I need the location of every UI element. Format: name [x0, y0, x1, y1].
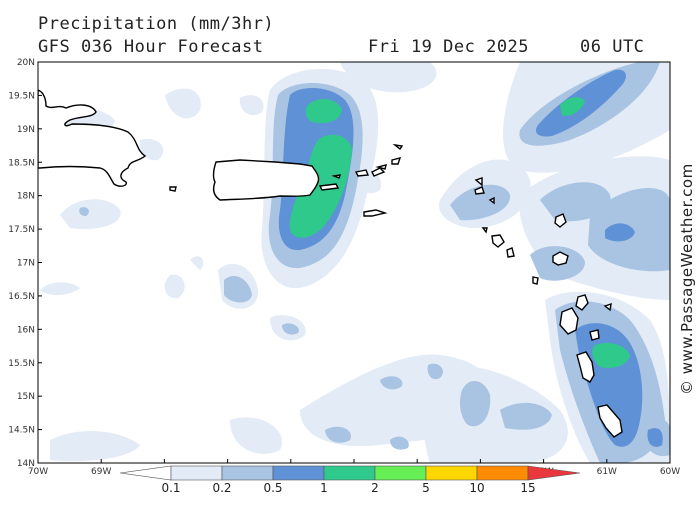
martinique-coast [597, 404, 623, 438]
valid-time: 06 UTC [580, 37, 645, 57]
legend-label: 0.1 [161, 481, 180, 495]
lat-tick-label: 16N [17, 325, 35, 335]
legend-swatch [221, 465, 274, 481]
lon-tick-label: 60W [660, 467, 680, 477]
legend-swatch [476, 465, 529, 481]
precipitation-field [38, 62, 670, 463]
lat-tick-label: 19.5N [8, 91, 35, 101]
lat-tick-label: 15.5N [8, 359, 35, 369]
lat-tick-label: 18.5N [8, 158, 35, 168]
lat-tick-label: 16.5N [8, 292, 35, 302]
watermark: © www.PassageWeather.com [678, 163, 696, 395]
guadeloupe-coast [575, 294, 589, 311]
legend-swatch [425, 465, 478, 481]
puerto-rico-coast [212, 159, 320, 201]
precipitation-legend: 0.1 0.2 0.5 1 2 5 10 15 [119, 465, 581, 495]
legend-label: 0.5 [263, 481, 282, 495]
coastlines [38, 89, 623, 438]
lon-tick-label: 70W [28, 467, 48, 477]
legend-label: 2 [371, 481, 379, 495]
legend-swatch [374, 465, 427, 481]
forecast-model-label: GFS 036 Hour Forecast [38, 37, 264, 57]
legend-label: 1 [320, 481, 328, 495]
legend-swatch [272, 465, 325, 481]
legend-swatch [170, 465, 223, 481]
legend-label: 5 [422, 481, 430, 495]
dominica-coast [576, 351, 595, 383]
hispaniola-coast [38, 89, 147, 187]
lat-tick-label: 15N [17, 392, 35, 402]
valid-date: Fri 19 Dec 2025 [368, 37, 530, 57]
lat-tick-label: 14.5N [8, 426, 35, 436]
legend-label: 10 [469, 481, 484, 495]
lat-tick-label: 19N [17, 125, 35, 135]
legend-arrow-low [119, 465, 172, 481]
legend-arrow-high [527, 465, 581, 481]
lat-tick-label: 18N [17, 192, 35, 202]
lat-tick-label: 17N [17, 259, 35, 269]
lat-tick-label: 17.5N [8, 225, 35, 235]
lon-tick-label: 69W [91, 467, 111, 477]
lon-tick-label: 61W [597, 467, 617, 477]
legend-label: 0.2 [212, 481, 231, 495]
latitude-axis: 20N 19.5N 19N 18.5N 18N 17.5N 17N 16.5N 16N 15.5N… [8, 58, 42, 469]
legend-swatch [323, 465, 376, 481]
lat-tick-label: 20N [17, 58, 35, 68]
lat-tick-label: 14N [17, 459, 35, 469]
map-title: Precipitation (mm/3hr) [38, 14, 275, 34]
legend-label: 15 [520, 481, 535, 495]
